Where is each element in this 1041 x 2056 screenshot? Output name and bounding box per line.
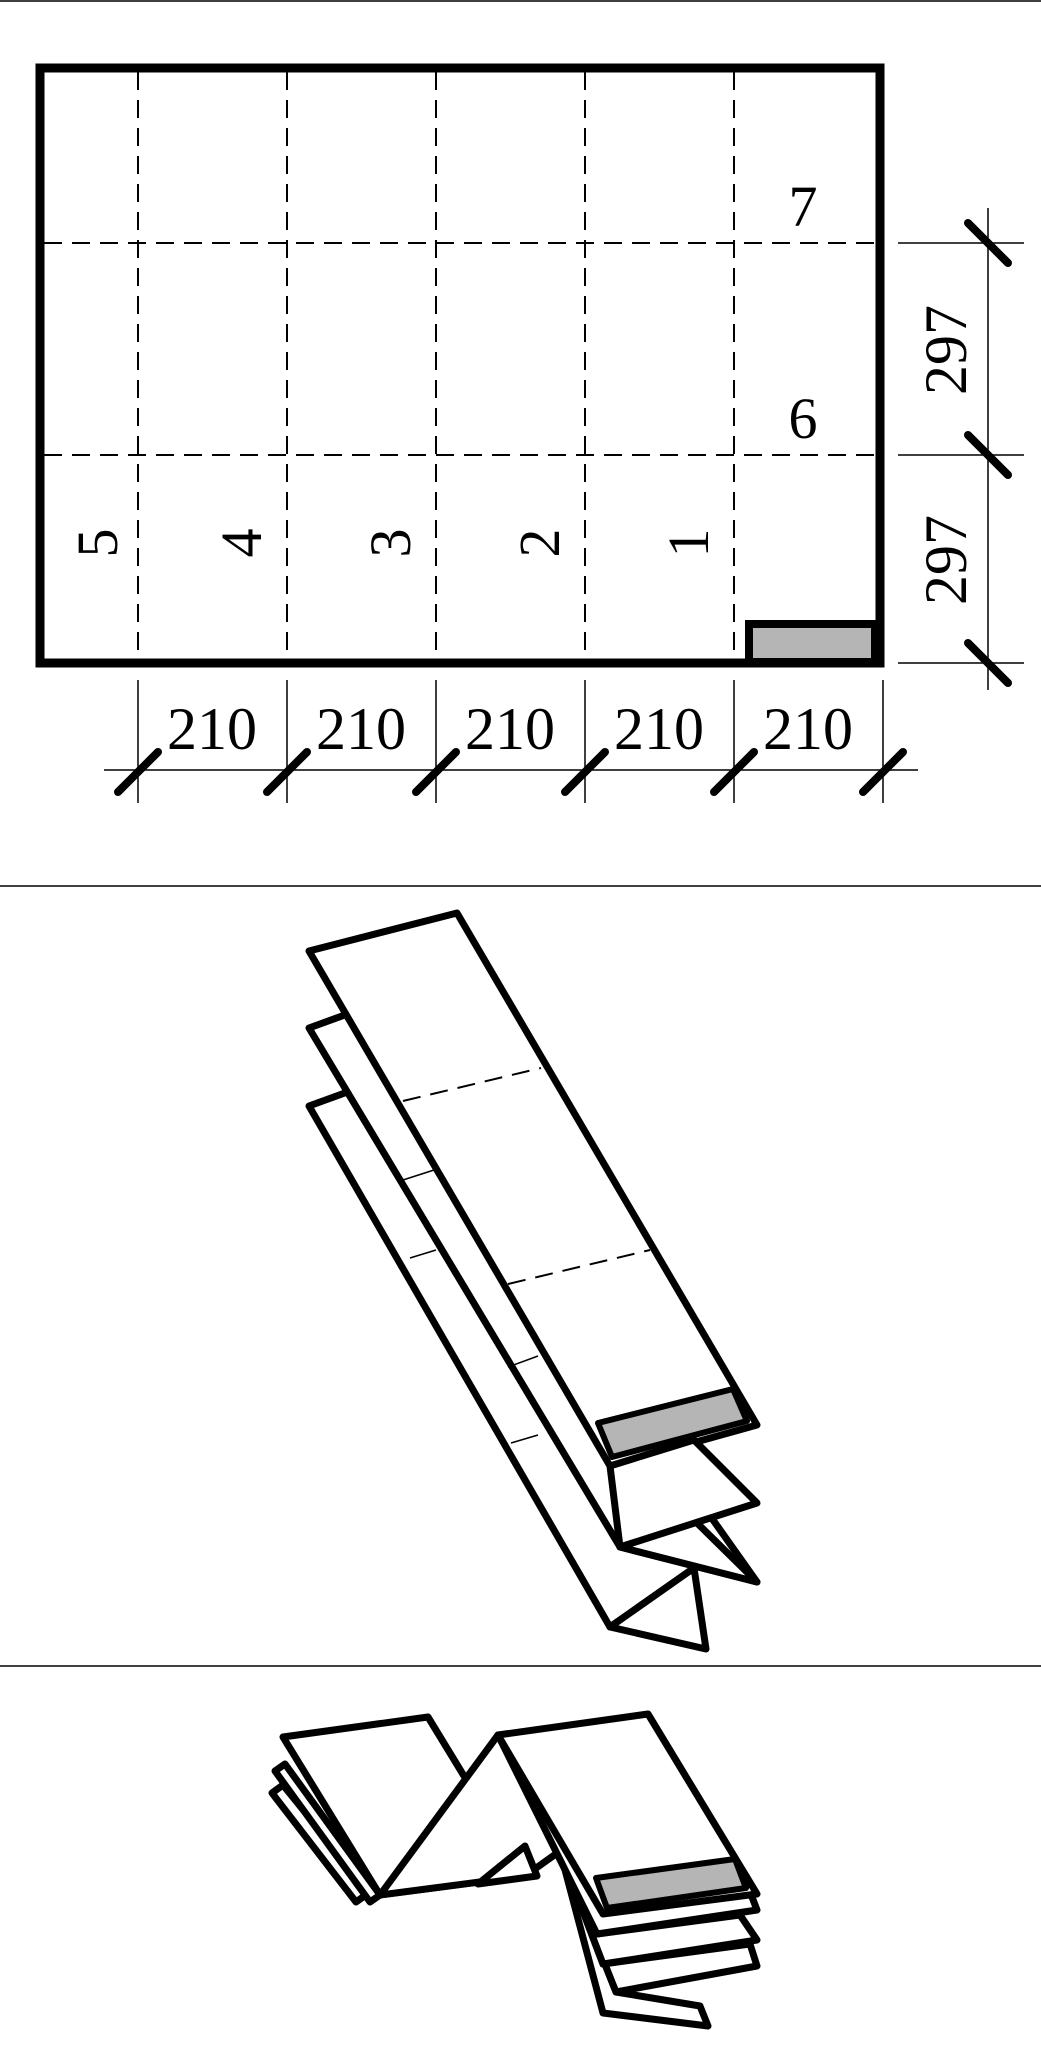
panel-number-4: 4	[209, 529, 274, 558]
folded-strip-1-end	[606, 1436, 761, 1551]
height-dimension-chain: 297 297	[898, 208, 1024, 690]
crease-mark-2	[409, 1249, 437, 1259]
folded-strip-3-end	[606, 1564, 710, 1653]
sheet-outline	[35, 63, 885, 668]
panel-number-6: 6	[789, 386, 818, 451]
crease-mark-4	[510, 1434, 539, 1444]
width-dimension-chain: 210 210 210 210 210	[104, 680, 918, 803]
valley-inner-panel	[474, 1842, 541, 1888]
width-dimension-1: 210	[167, 696, 257, 762]
crease-mark-1	[402, 1169, 435, 1181]
glue-tab-folded	[595, 1386, 750, 1460]
width-dimension-4: 210	[614, 696, 704, 762]
width-dimension-3: 210	[465, 696, 555, 762]
zigzag-folded-view	[305, 909, 761, 1653]
width-dimension-2: 210	[316, 696, 406, 762]
panel-number-2: 2	[507, 529, 572, 558]
glue-tab	[753, 628, 871, 658]
fold-line-top-face-2	[507, 1249, 651, 1285]
width-dimension-5: 210	[763, 696, 853, 762]
panel-number-7: 7	[789, 174, 818, 239]
panel-number-5: 5	[65, 529, 130, 558]
height-dimension-1: 297	[913, 305, 979, 395]
panel-number-1: 1	[656, 529, 721, 558]
fold-line-top-face-1	[402, 1067, 542, 1102]
crease-mark-3	[507, 1355, 539, 1368]
panel-number-3: 3	[358, 529, 423, 558]
folded-strip-1	[305, 909, 761, 1470]
height-dimension-2: 297	[913, 515, 979, 605]
glue-tab-accordion	[593, 1856, 749, 1911]
flat-layout-view: 1 2 3 4 5 6 7 210 210 210 210 210	[35, 63, 1024, 803]
accordion-folded-view	[268, 1710, 761, 2030]
